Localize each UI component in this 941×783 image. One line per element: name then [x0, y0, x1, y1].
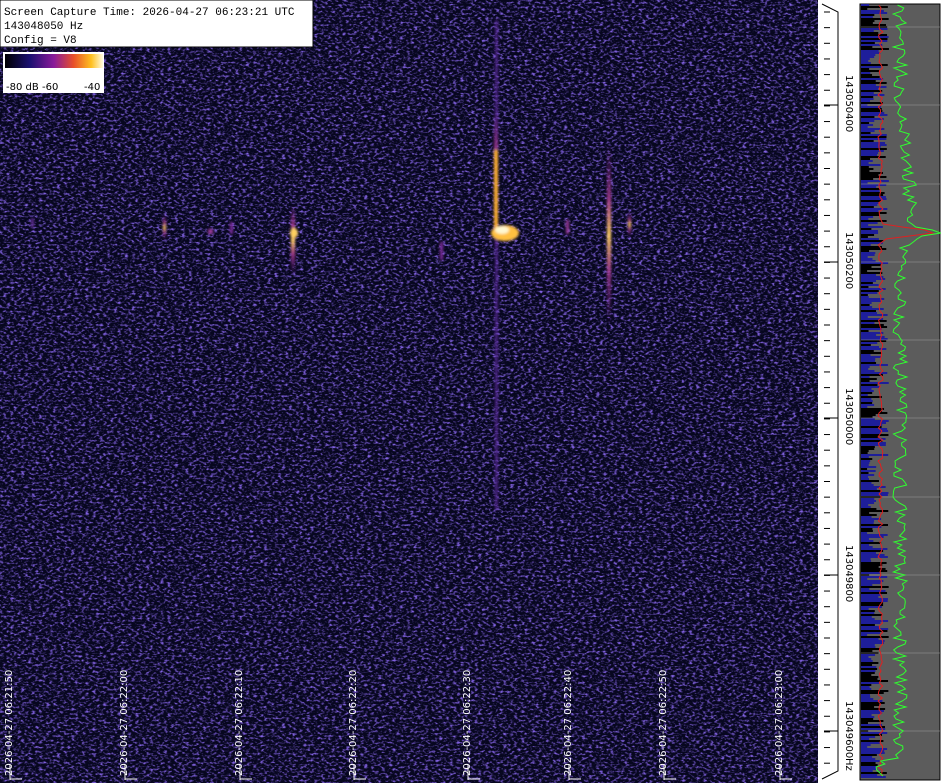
config: Config = V8	[4, 35, 77, 47]
frequency-label: 143049800	[843, 545, 854, 602]
time-label: 2026-04-27 06:22:10	[234, 670, 245, 776]
time-label: 2026-04-27 06:22:50	[658, 670, 669, 776]
frequency-axis: 143050400 143050200 143050000 143049800 1430…	[824, 11, 854, 771]
center-frequency: 143048050 Hz	[4, 21, 83, 33]
waterfall-noise	[0, 0, 818, 783]
time-label: 2026-04-27 06:23:00	[774, 670, 785, 776]
capture-time: Screen Capture Time: 2026-04-27 06:23:21…	[4, 7, 295, 19]
peak-line	[875, 4, 941, 777]
time-label: 2026-04-27 06:22:00	[119, 670, 130, 776]
frequency-label: 143050200	[843, 232, 854, 289]
colorbar-label: -40	[84, 82, 100, 93]
time-label: 2026-04-27 06:22:40	[563, 670, 574, 776]
colorbar-label: -80 dB	[6, 82, 39, 93]
axis-bracket	[821, 3, 839, 780]
time-axis: 2026-04-27 06:21:50 2026-04-27 06:22:00 20…	[4, 670, 792, 780]
time-label: 2026-04-27 06:22:30	[462, 670, 473, 776]
frequency-label: 143049600	[843, 701, 854, 758]
time-label: 2026-04-27 06:22:20	[348, 670, 359, 776]
colorbar-label: -60	[42, 82, 58, 93]
frequency-unit: Hz	[843, 758, 854, 771]
meteor-echoes	[31, 20, 631, 510]
frequency-label: 143050400	[843, 75, 854, 132]
spectrum	[861, 4, 941, 778]
frequency-label: 143050000	[843, 388, 854, 445]
info-box	[0, 0, 314, 48]
time-label: 2026-04-27 06:21:50	[4, 670, 15, 776]
frequency-axis-bg	[818, 0, 860, 783]
noise-floor-line	[877, 4, 935, 777]
colorbar	[5, 54, 103, 68]
